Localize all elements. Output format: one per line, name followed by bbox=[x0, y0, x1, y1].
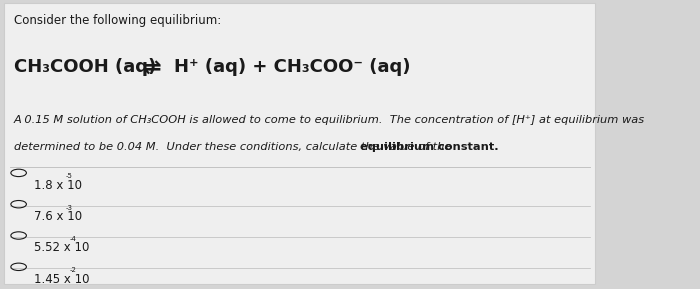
Text: H⁺ (aq) + CH₃COO⁻ (aq): H⁺ (aq) + CH₃COO⁻ (aq) bbox=[174, 58, 411, 76]
Text: ⇌: ⇌ bbox=[143, 58, 162, 78]
Text: -2: -2 bbox=[69, 267, 76, 273]
Text: -5: -5 bbox=[66, 173, 73, 179]
Text: 1.8 x 10: 1.8 x 10 bbox=[34, 179, 82, 192]
FancyBboxPatch shape bbox=[4, 3, 594, 284]
Text: equilibrium constant.: equilibrium constant. bbox=[360, 142, 498, 152]
Text: Consider the following equilibrium:: Consider the following equilibrium: bbox=[14, 14, 221, 27]
Text: -4: -4 bbox=[69, 236, 76, 242]
Text: determined to be 0.04 M.  Under these conditions, calculate the value of the: determined to be 0.04 M. Under these con… bbox=[14, 142, 455, 152]
Text: 5.52 x 10: 5.52 x 10 bbox=[34, 241, 89, 254]
Text: CH₃COOH (aq): CH₃COOH (aq) bbox=[14, 58, 156, 76]
Text: 1.45 x 10: 1.45 x 10 bbox=[34, 273, 89, 286]
Text: -3: -3 bbox=[66, 205, 73, 211]
Text: 7.6 x 10: 7.6 x 10 bbox=[34, 210, 82, 223]
Text: A 0.15 M solution of CH₃COOH is allowed to come to equilibrium.  The concentrati: A 0.15 M solution of CH₃COOH is allowed … bbox=[14, 114, 645, 125]
